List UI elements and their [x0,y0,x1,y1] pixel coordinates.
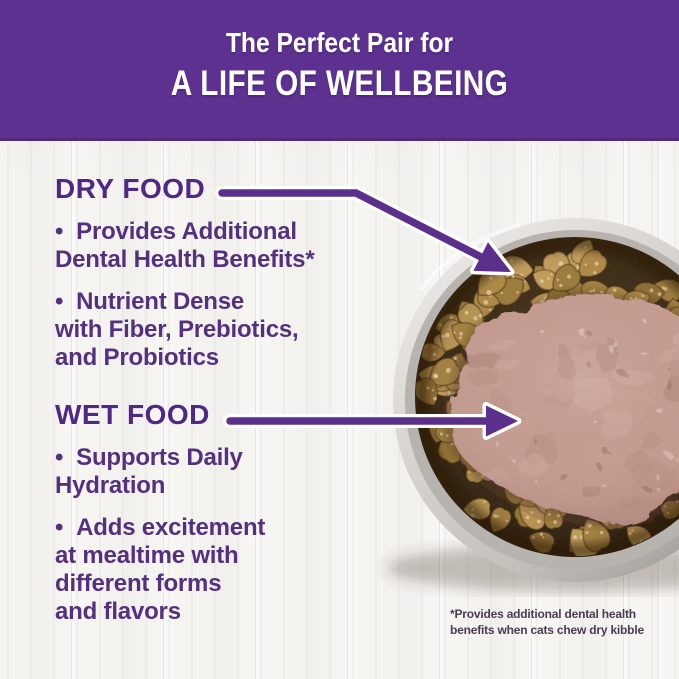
dry-food-bullet-nutrient: Nutrient Dense with Fiber, Prebiotics, a… [55,288,385,372]
wet-food-section: WET FOOD Supports Daily Hydration Adds e… [55,400,385,626]
dry-food-section: DRY FOOD Provides Additional Dental Heal… [55,174,385,372]
header-banner: The Perfect Pair for A LIFE OF WELLBEING [0,0,679,141]
wet-food-bullet-hydration: Supports Daily Hydration [55,444,385,500]
header-subtitle: The Perfect Pair for [225,27,454,58]
header-title: A LIFE OF WELLBEING [170,64,509,103]
wet-food-heading: WET FOOD [55,399,210,430]
dry-food-heading: DRY FOOD [55,173,206,204]
footnote: *Provides additional dental health benef… [450,607,644,637]
dry-food-bullet-dental: Provides Additional Dental Health Benefi… [55,218,385,274]
wet-food-bullet-excitement: Adds excitement at mealtime with differe… [55,514,385,626]
